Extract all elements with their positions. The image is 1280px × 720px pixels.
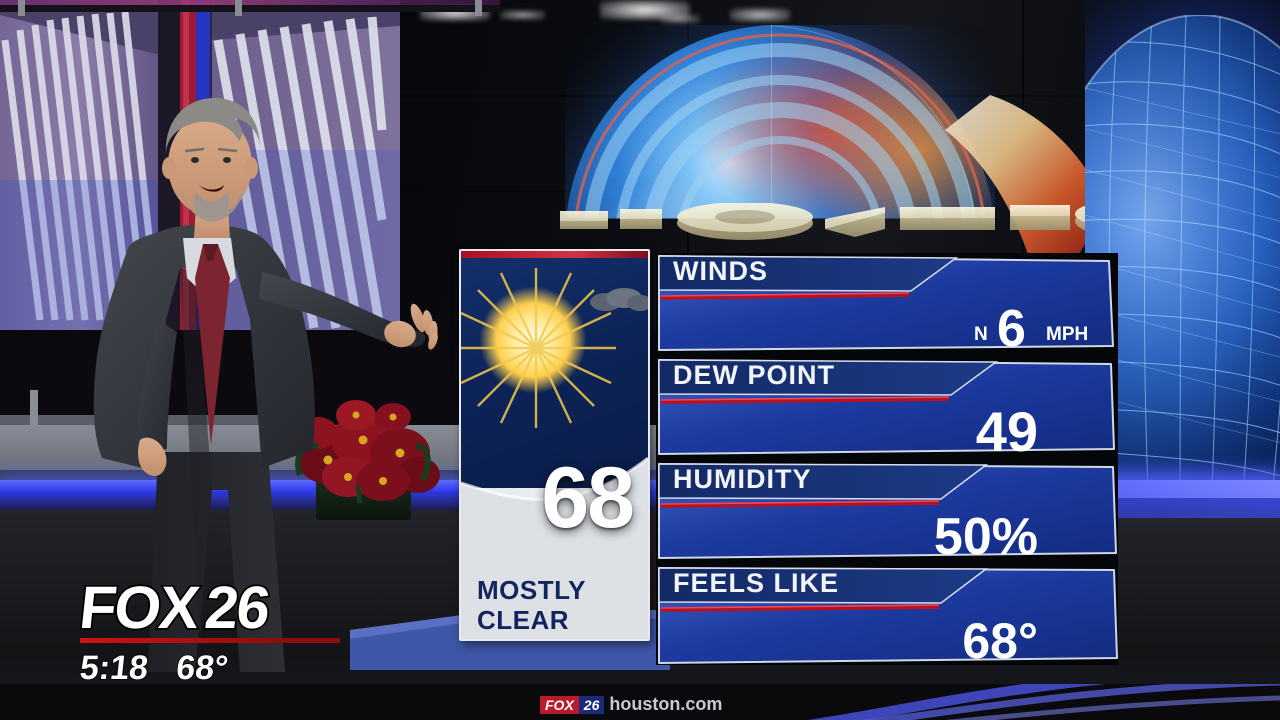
svg-text:WINDS: WINDS xyxy=(673,256,768,286)
svg-text:HUMIDITY: HUMIDITY xyxy=(673,464,812,494)
svg-text:FEELS LIKE: FEELS LIKE xyxy=(673,568,839,598)
svg-text:68°: 68° xyxy=(962,613,1038,665)
svg-text:MPH: MPH xyxy=(1046,324,1088,345)
svg-text:49: 49 xyxy=(976,400,1038,463)
svg-text:6: 6 xyxy=(997,300,1026,358)
svg-text:N: N xyxy=(974,324,988,345)
svg-text:50%: 50% xyxy=(934,508,1038,566)
svg-text:DEW POINT: DEW POINT xyxy=(673,360,835,390)
